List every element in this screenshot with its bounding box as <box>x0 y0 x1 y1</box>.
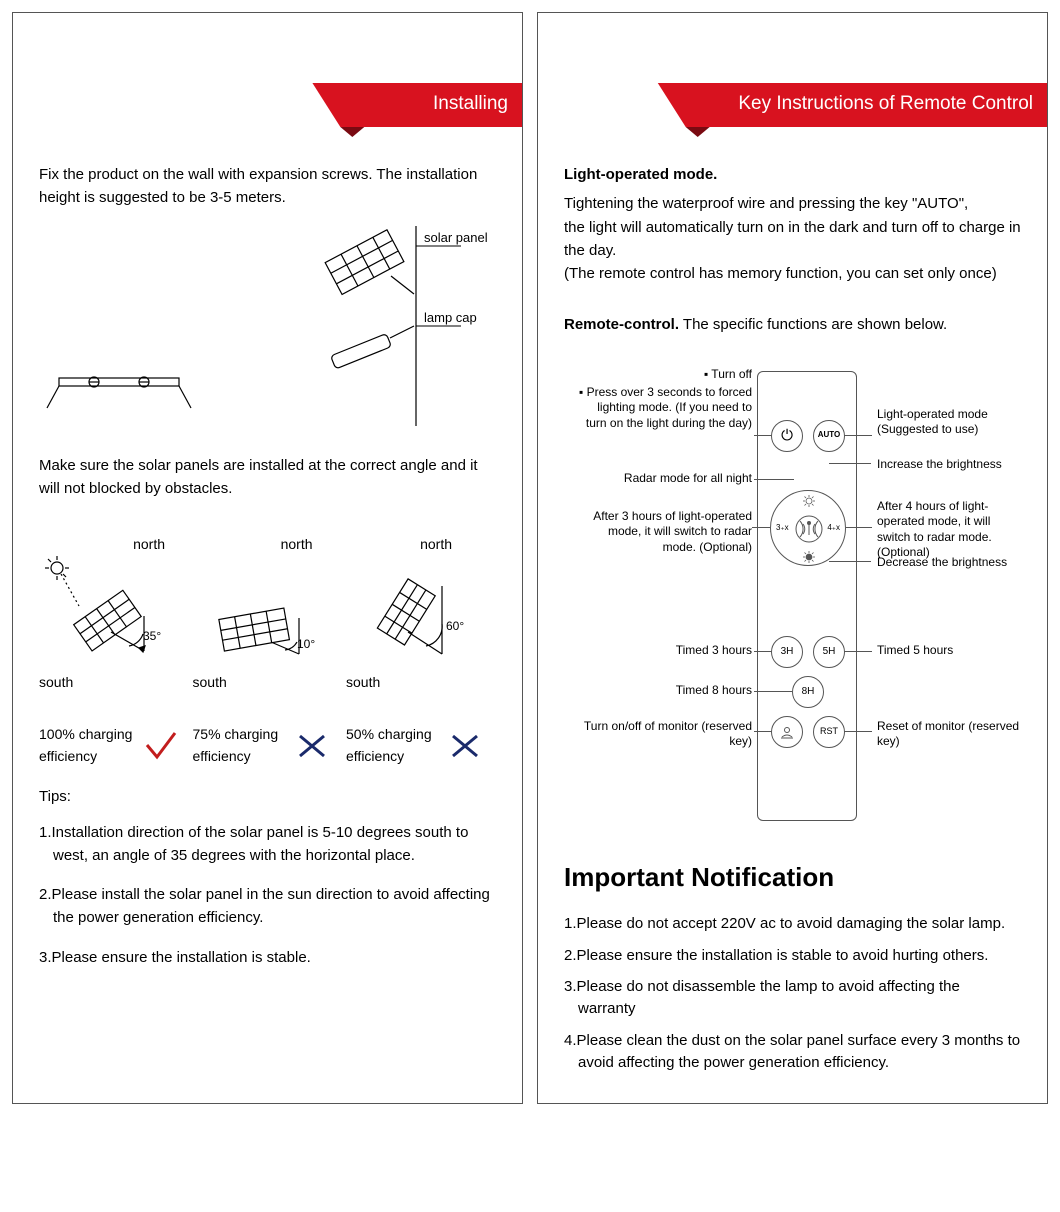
south-label: south <box>39 672 189 694</box>
remote-ribbon: Key Instructions of Remote Control <box>538 83 1047 127</box>
4x-label: 4₊x <box>827 522 840 534</box>
tip-2: 2.Please install the solar panel in the … <box>39 883 496 930</box>
notification-head: Important Notification <box>564 857 1021 897</box>
callout-turnoff: ▪ Turn off <box>574 367 752 383</box>
notif-2: 2.Please ensure the installation is stab… <box>564 945 1021 967</box>
remote-body: ⏻ AUTO <box>757 371 857 821</box>
callout-timed8: Timed 8 hours <box>574 683 752 699</box>
auto-button: AUTO <box>813 420 845 452</box>
wall-lamp-icon: solar panel lamp cap <box>296 226 496 426</box>
callout-timed5: Timed 5 hours <box>877 643 953 659</box>
angle-intro: Make sure the solar panels are installed… <box>39 454 496 501</box>
5h-button: 5H <box>813 636 845 668</box>
remote-head: Remote-control. The specific functions a… <box>564 313 1021 336</box>
callout-forced: ▪ Press over 3 seconds to forced lightin… <box>574 385 752 432</box>
efficiency-row: 100% charging efficiency 75% charging ef… <box>39 724 496 767</box>
angle-35-text: 35° <box>143 629 161 643</box>
3x-label: 3₊x <box>776 522 789 534</box>
monitor-button <box>771 716 803 748</box>
check-icon <box>143 731 177 761</box>
eff-100: 100% charging efficiency <box>39 724 139 767</box>
mode-head: Light-operated mode. <box>564 163 1021 186</box>
lamp-cap-label: lamp cap <box>424 310 477 325</box>
notif-3: 3.Please do not disassemble the lamp to … <box>564 976 1021 1020</box>
callout-after3: After 3 hours of light-operated mode, it… <box>574 509 752 556</box>
angle-diagrams: north <box>39 534 496 694</box>
solar-panel-label: solar panel <box>424 230 488 245</box>
ribbon-title: Key Instructions of Remote Control <box>738 93 1033 115</box>
mode-body-3: (The remote control has memory function,… <box>564 262 1021 285</box>
callout-dec: Decrease the brightness <box>877 555 1007 571</box>
tip-1: 1.Installation direction of the solar pa… <box>39 821 496 868</box>
cross-icon <box>450 733 480 759</box>
notif-4: 4.Please clean the dust on the solar pan… <box>564 1030 1021 1074</box>
callout-after4: After 4 hours of light-operated mode, it… <box>877 499 1021 561</box>
callout-radar: Radar mode for all night <box>574 471 752 487</box>
mode-body-1: Tightening the waterproof wire and press… <box>564 192 1021 215</box>
remote-diagram: ⏻ AUTO <box>564 351 1021 831</box>
ribbon-title: Installing <box>433 93 508 115</box>
tips-list: 1.Installation direction of the solar pa… <box>39 821 496 969</box>
install-diagram: solar panel lamp cap <box>39 226 496 426</box>
callout-rst: Reset of monitor (reserved key) <box>877 719 1021 750</box>
north-label: north <box>193 534 343 556</box>
angle-60-icon: 60° <box>346 556 496 666</box>
tip-3: 3.Please ensure the installation is stab… <box>39 946 496 969</box>
angle-10-text: 10° <box>297 637 315 651</box>
right-column: Key Instructions of Remote Control Light… <box>537 12 1048 1104</box>
north-label: north <box>346 534 496 556</box>
angle-10-icon: 10° <box>193 556 343 666</box>
south-label: south <box>346 672 496 694</box>
dpad-circle: 3₊x 4₊x <box>770 490 846 566</box>
tips-heading: Tips: <box>39 785 496 808</box>
8h-button: 8H <box>792 676 824 708</box>
angle-60-text: 60° <box>446 619 464 633</box>
notif-1: 1.Please do not accept 220V ac to avoid … <box>564 913 1021 935</box>
rst-button: RST <box>813 716 845 748</box>
mode-body-2: the light will automatically turn on in … <box>564 216 1021 263</box>
callout-monitor: Turn on/off of monitor (reserved key) <box>574 719 752 750</box>
callout-inc: Increase the brightness <box>877 457 1002 473</box>
cross-icon <box>297 733 327 759</box>
left-column: Installing Fix the product on the wall w… <box>12 12 523 1104</box>
bracket-icon <box>39 336 209 426</box>
callout-auto: Light-operated mode (Suggested to use) <box>877 407 1021 438</box>
eff-50: 50% charging efficiency <box>346 724 446 767</box>
angle-35-icon: 35° <box>39 556 189 666</box>
installing-ribbon: Installing <box>13 83 522 127</box>
install-intro: Fix the product on the wall with expansi… <box>39 163 496 210</box>
north-label: north <box>39 534 189 556</box>
callout-timed3: Timed 3 hours <box>574 643 752 659</box>
power-button: ⏻ <box>771 420 803 452</box>
south-label: south <box>193 672 343 694</box>
eff-75: 75% charging efficiency <box>193 724 293 767</box>
notification-list: 1.Please do not accept 220V ac to avoid … <box>564 913 1021 1074</box>
3h-button: 3H <box>771 636 803 668</box>
